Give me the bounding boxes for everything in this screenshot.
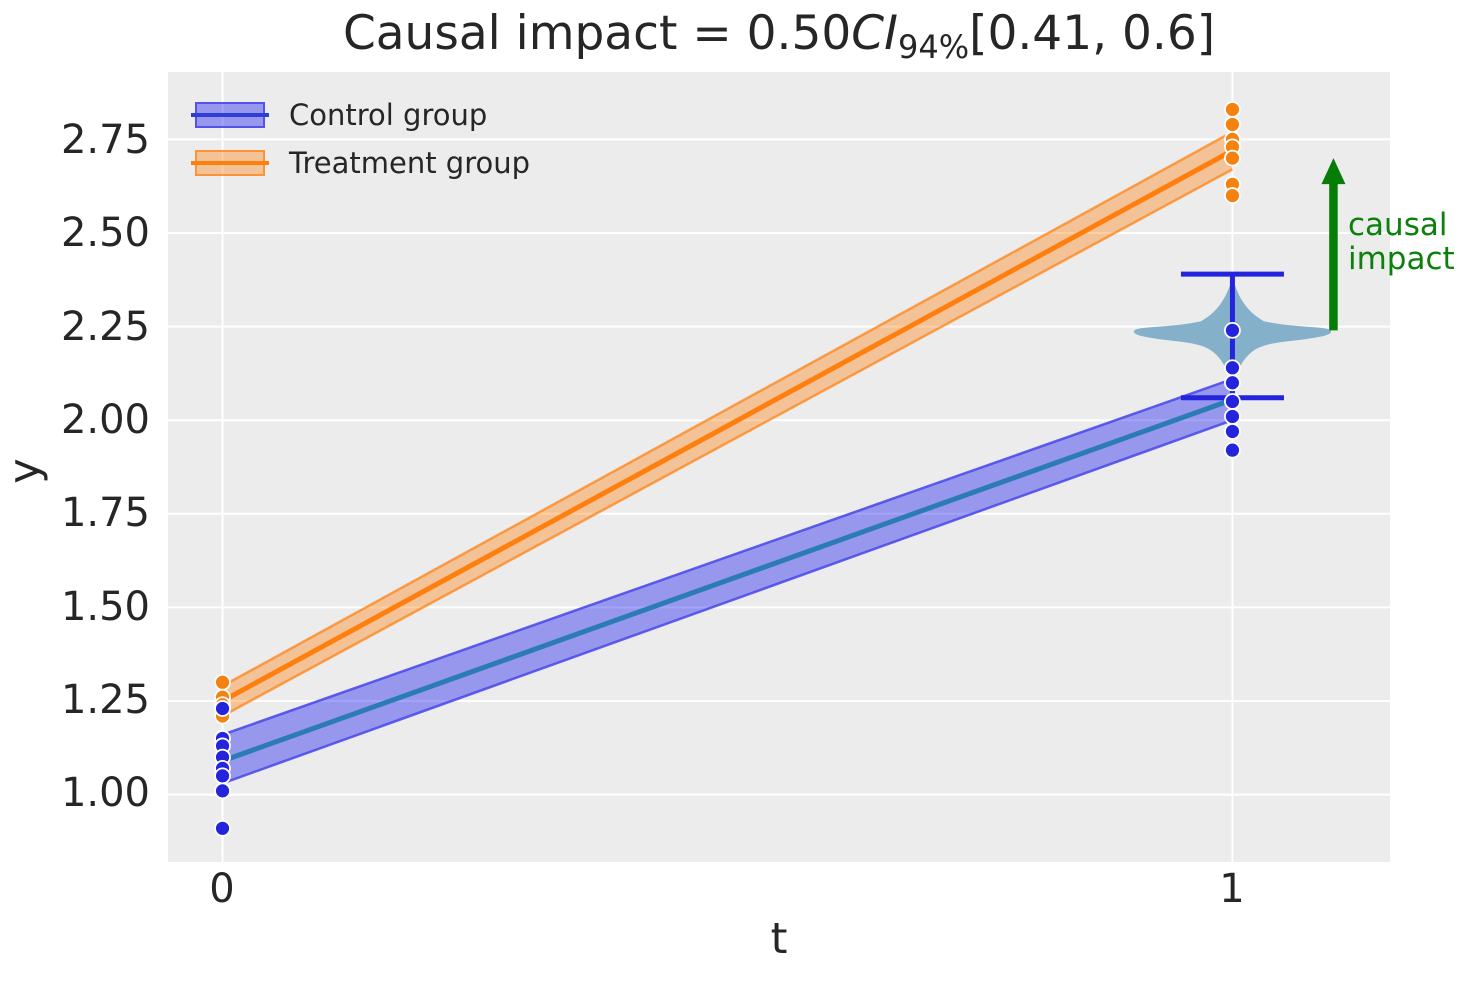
x-tick-label: 1 [1219,866,1245,912]
causal-impact-arrow-head [1321,158,1346,185]
treatment-fit-line [221,148,1234,704]
control-scatter-point [214,782,231,800]
treatment-ci-band-edge [221,168,1234,718]
causal-impact-label-line2: impact [1348,241,1455,277]
control-ci-band-edge [222,377,1233,736]
treatment-scatter-point [214,673,231,691]
control-legend-line [191,113,269,117]
legend-label-control: Control group [289,97,488,132]
y-tick-label: 2.25 [60,304,150,350]
legend: Control group Treatment group [191,97,531,197]
control-scatter-point [1224,359,1241,377]
causal-impact-label: causal impact [1348,208,1455,276]
treatment-scatter-point [1224,149,1241,167]
chart-title-ci: CI [851,6,898,61]
chart-title-main: Causal impact = 0.50 [342,6,852,61]
treatment-scatter-point [1224,187,1241,204]
y-tick-label: 2.75 [60,117,150,163]
treatment-ci-band-edge [221,130,1234,688]
legend-label-treatment: Treatment group [289,145,531,180]
control-ci-band-edge [222,419,1233,785]
x-axis-label: t [770,914,788,964]
chart-canvas [168,72,1390,862]
legend-item-control: Control group [191,97,530,132]
control-scatter-point [1224,408,1241,425]
control-scatter-point [1224,393,1241,410]
control-scatter-point [214,767,231,785]
control-scatter-point [1224,374,1241,392]
legend-item-treatment: Treatment group [191,145,531,180]
control-fit-line [221,397,1234,764]
chart-title: Causal impact = 0.50CI94%[0.41, 0.6] [168,4,1390,77]
treatment-legend-line [191,161,269,165]
y-tick-label: 1.75 [60,490,150,536]
treatment-legend-swatch [191,150,269,176]
y-axis-label: y [0,458,50,484]
plot-area: Control group Treatment group causal imp… [168,72,1455,862]
y-tick-label: 2.00 [60,397,150,443]
control-scatter-point [1224,321,1241,339]
y-tick-label: 1.25 [60,677,150,723]
control-scatter-point [1224,441,1241,459]
x-tick-label: 0 [209,866,235,912]
chart-title-interval: [0.41, 0.6] [969,6,1216,61]
control-legend-swatch [191,102,269,128]
causal-impact-label-line1: causal [1348,207,1448,243]
control-scatter-point [214,819,231,837]
control-scatter-point [214,700,231,717]
treatment-scatter-point [1224,101,1241,118]
chart-title-ci-subscript: 94% [897,28,970,66]
y-tick-label: 1.00 [60,770,150,816]
treatment-scatter-point [1224,116,1241,133]
control-scatter-point [1224,423,1241,440]
y-tick-label: 1.50 [60,584,150,630]
y-tick-label: 2.50 [60,210,150,256]
